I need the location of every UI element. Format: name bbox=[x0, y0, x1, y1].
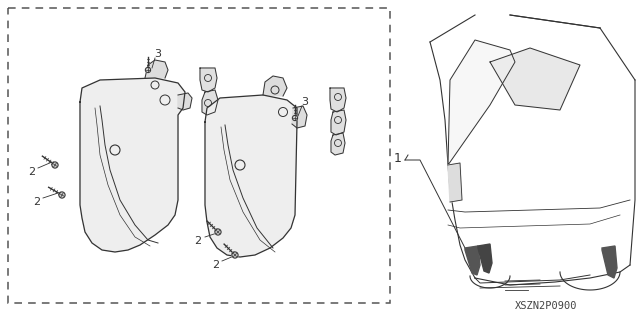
Polygon shape bbox=[602, 246, 617, 278]
Polygon shape bbox=[205, 95, 297, 257]
Circle shape bbox=[292, 115, 298, 121]
Text: 2: 2 bbox=[28, 167, 36, 177]
Text: 2: 2 bbox=[195, 236, 202, 246]
Polygon shape bbox=[331, 110, 346, 135]
Text: 3: 3 bbox=[301, 97, 308, 107]
Text: 2: 2 bbox=[33, 197, 40, 207]
Polygon shape bbox=[331, 133, 345, 155]
Polygon shape bbox=[200, 68, 217, 92]
Circle shape bbox=[215, 229, 221, 235]
Circle shape bbox=[59, 192, 65, 198]
Text: 2: 2 bbox=[212, 260, 220, 270]
Polygon shape bbox=[448, 40, 515, 165]
Polygon shape bbox=[448, 163, 462, 202]
Polygon shape bbox=[80, 78, 185, 252]
Bar bbox=[8, 8, 390, 303]
Polygon shape bbox=[490, 48, 580, 110]
Polygon shape bbox=[330, 88, 346, 112]
Text: 3: 3 bbox=[154, 49, 161, 59]
Text: 1: 1 bbox=[394, 152, 402, 165]
Polygon shape bbox=[292, 106, 307, 128]
Text: XSZN2P0900: XSZN2P0900 bbox=[515, 301, 577, 311]
Circle shape bbox=[52, 162, 58, 168]
Polygon shape bbox=[202, 90, 218, 115]
Polygon shape bbox=[178, 93, 192, 110]
Polygon shape bbox=[478, 244, 492, 273]
Polygon shape bbox=[145, 60, 168, 78]
Polygon shape bbox=[263, 76, 287, 96]
Circle shape bbox=[145, 67, 150, 73]
Circle shape bbox=[232, 252, 238, 258]
Polygon shape bbox=[465, 246, 480, 275]
